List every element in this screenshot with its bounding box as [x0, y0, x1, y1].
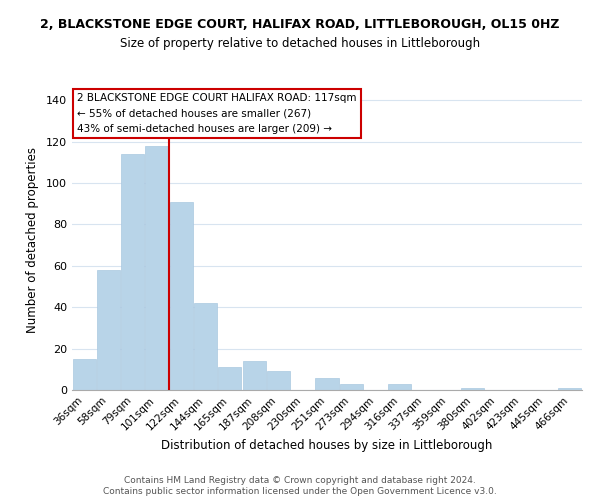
Bar — [267, 372, 290, 390]
Bar — [559, 388, 581, 390]
Bar — [97, 270, 120, 390]
Bar — [316, 378, 338, 390]
Bar — [194, 303, 217, 390]
Bar — [121, 154, 144, 390]
Bar — [242, 361, 266, 390]
Y-axis label: Number of detached properties: Number of detached properties — [26, 147, 39, 333]
Bar — [145, 146, 169, 390]
Text: Size of property relative to detached houses in Littleborough: Size of property relative to detached ho… — [120, 38, 480, 51]
X-axis label: Distribution of detached houses by size in Littleborough: Distribution of detached houses by size … — [161, 438, 493, 452]
Bar — [218, 367, 241, 390]
Text: Contains HM Land Registry data © Crown copyright and database right 2024.: Contains HM Land Registry data © Crown c… — [124, 476, 476, 485]
Bar — [73, 359, 95, 390]
Text: 2, BLACKSTONE EDGE COURT, HALIFAX ROAD, LITTLEBOROUGH, OL15 0HZ: 2, BLACKSTONE EDGE COURT, HALIFAX ROAD, … — [40, 18, 560, 30]
Bar — [340, 384, 363, 390]
Bar — [388, 384, 412, 390]
Bar — [170, 202, 193, 390]
Text: 2 BLACKSTONE EDGE COURT HALIFAX ROAD: 117sqm
← 55% of detached houses are smalle: 2 BLACKSTONE EDGE COURT HALIFAX ROAD: 11… — [77, 93, 356, 134]
Text: Contains public sector information licensed under the Open Government Licence v3: Contains public sector information licen… — [103, 487, 497, 496]
Bar — [461, 388, 484, 390]
